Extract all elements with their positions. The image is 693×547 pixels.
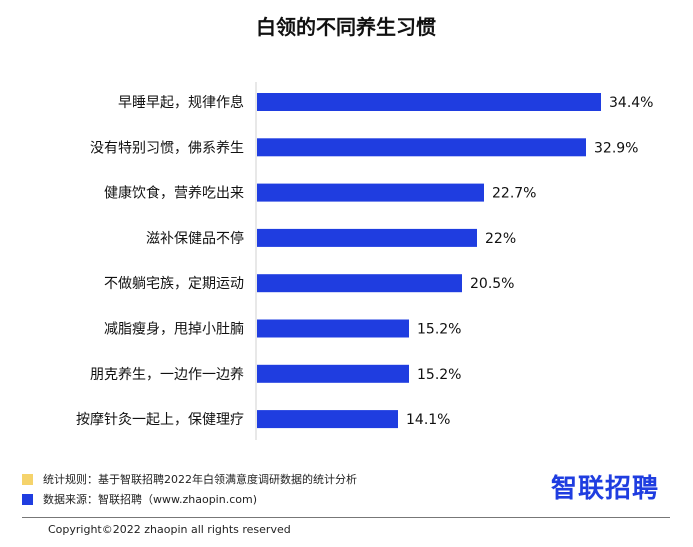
copyright-text: Copyright©2022 zhaopin all rights reserv…	[48, 523, 291, 536]
category-label: 滋补保健品不停	[146, 230, 244, 247]
value-label: 15.2%	[417, 367, 461, 383]
data-source-note: 数据来源：智联招聘（www.zhaopin.com)	[22, 491, 257, 507]
bars-layer: 早睡早起，规律作息 34.4% 没有特别习惯，佛系养生 32.9% 健康饮食，营养吃出来…	[76, 93, 653, 429]
value-label: 22.7%	[492, 186, 536, 202]
bar	[257, 410, 398, 429]
footer-divider	[22, 517, 670, 518]
bar	[257, 183, 484, 202]
value-label: 15.2%	[417, 322, 461, 338]
category-label: 按摩针灸一起上，保健理疗	[76, 411, 244, 428]
category-label: 不做躺宅族，定期运动	[104, 276, 244, 292]
bar	[257, 138, 586, 157]
value-label: 20.5%	[470, 276, 514, 292]
category-label: 减脂瘦身，甩掉小肚腩	[104, 321, 244, 338]
statistics-rule-text: 统计规则：基于智联招聘2022年白领满意度调研数据的统计分析	[43, 473, 357, 486]
blue-square-icon	[22, 493, 33, 505]
value-label: 22%	[485, 231, 516, 247]
chart-title: 白领的不同养生习惯	[256, 15, 436, 39]
yellow-square-icon	[22, 473, 33, 485]
value-label: 32.9%	[594, 140, 638, 156]
bar	[257, 93, 601, 111]
category-label: 早睡早起，规律作息	[118, 94, 244, 111]
bar	[257, 319, 409, 338]
value-label: 34.4%	[609, 95, 653, 111]
category-label: 朋克养生，一边作一边养	[90, 367, 244, 383]
value-label: 14.1%	[406, 412, 450, 428]
bar	[257, 274, 462, 293]
bar	[257, 364, 409, 383]
bar	[257, 228, 477, 247]
zhaopin-logo: 智联招聘	[551, 474, 660, 504]
data-source-text: 数据来源：智联招聘（www.zhaopin.com)	[43, 493, 257, 506]
bar-chart: 白领的不同养生习惯 早睡早起，规律作息 34.4% 没有特别习惯，佛系养生 32.9%…	[76, 15, 653, 440]
category-label: 健康饮食，营养吃出来	[104, 185, 244, 202]
category-label: 没有特别习惯，佛系养生	[90, 139, 244, 156]
statistics-rule-note: 统计规则：基于智联招聘2022年白领满意度调研数据的统计分析	[22, 471, 357, 487]
